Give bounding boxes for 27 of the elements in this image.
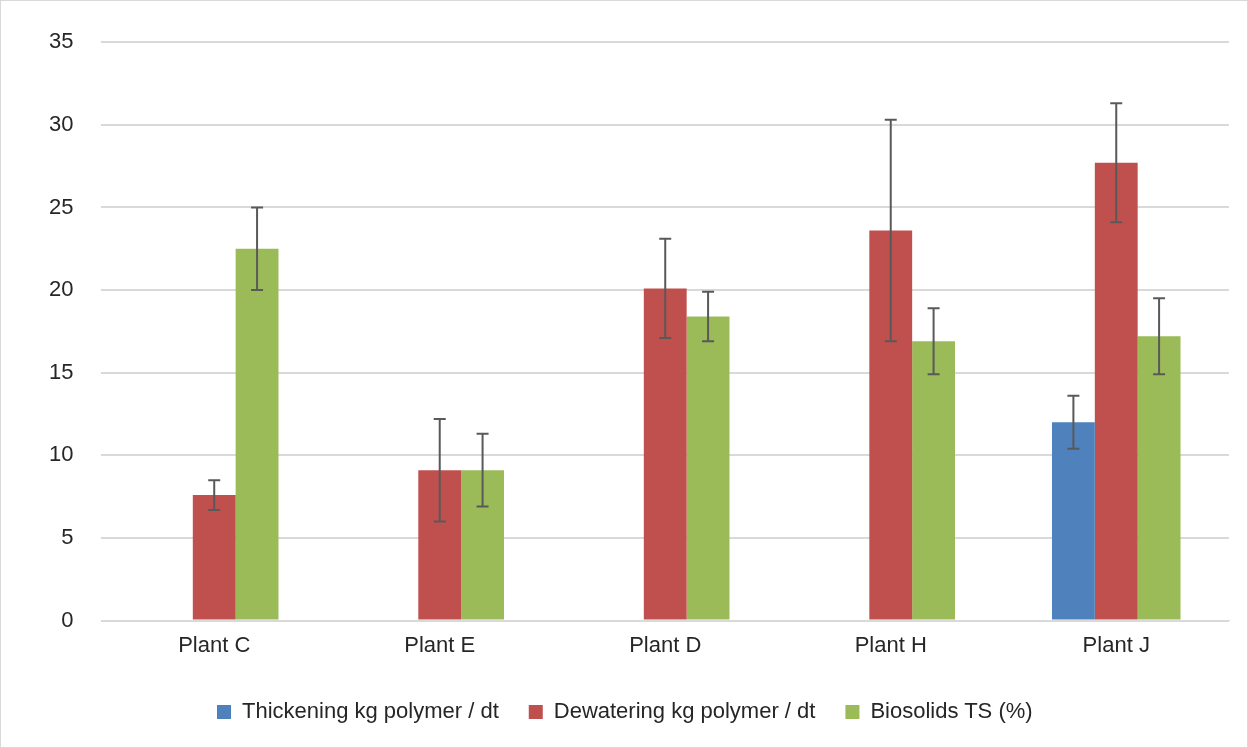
bar — [235, 248, 279, 620]
x-tick-label: Plant H — [854, 631, 927, 657]
bar — [643, 288, 687, 620]
bar — [1051, 422, 1095, 620]
y-tick-label: 35 — [48, 28, 74, 54]
x-tick-label: Plant D — [629, 631, 702, 657]
legend-label: Thickening kg polymer / dt — [241, 698, 499, 724]
x-tick-label: Plant C — [178, 631, 251, 657]
legend-label: Dewatering kg polymer / dt — [553, 698, 816, 724]
bar — [461, 470, 504, 620]
bar — [869, 230, 913, 620]
y-tick-label: 5 — [61, 524, 74, 550]
y-tick-label: 10 — [48, 441, 74, 467]
bar — [1094, 162, 1138, 620]
x-tick-label: Plant E — [404, 631, 476, 657]
y-tick-label: 20 — [48, 276, 74, 302]
bar — [686, 316, 730, 620]
y-tick-label: 15 — [48, 358, 74, 384]
bar — [418, 470, 462, 620]
bar — [1137, 336, 1181, 620]
y-tick-label: 30 — [48, 110, 74, 136]
legend-label: Biosolids TS (%) — [870, 698, 1033, 724]
y-tick-label: 25 — [48, 193, 74, 219]
bar — [912, 341, 956, 620]
bar — [192, 495, 236, 620]
y-tick-label: 0 — [61, 606, 74, 632]
x-tick-label: Plant J — [1082, 631, 1150, 657]
